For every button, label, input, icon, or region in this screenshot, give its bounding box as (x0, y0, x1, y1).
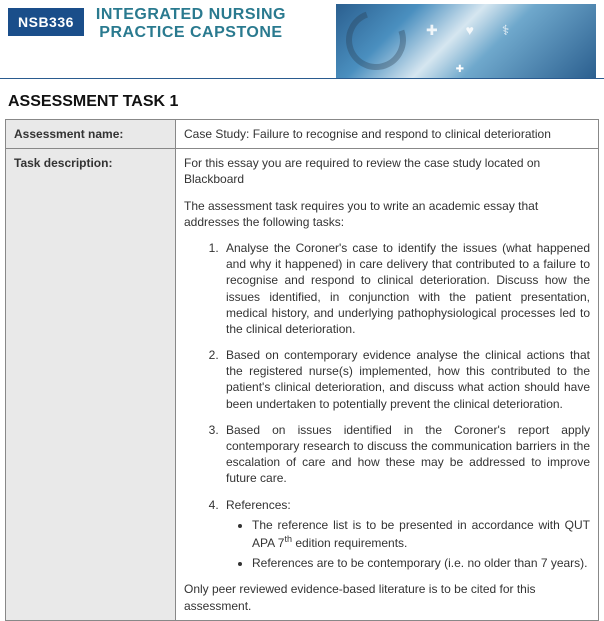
task-description-label: Task description: (6, 149, 176, 621)
task-item-2: Based on contemporary evidence analyse t… (222, 347, 590, 412)
reference-item-1: The reference list is to be presented in… (252, 517, 590, 551)
assessment-name-value: Case Study: Failure to recognise and res… (176, 120, 599, 149)
header-banner-image (336, 4, 596, 78)
course-title-line1: INTEGRATED NURSING (96, 6, 286, 23)
course-code-badge: NSB336 (8, 8, 84, 36)
desc-intro-1: For this essay you are required to revie… (184, 155, 590, 187)
ref1-sup: th (284, 534, 292, 544)
reference-list: The reference list is to be presented in… (252, 517, 590, 572)
stethoscope-icon (336, 4, 416, 78)
desc-intro-2: The assessment task requires you to writ… (184, 198, 590, 230)
table-row: Task description: For this essay you are… (6, 149, 599, 621)
course-title-line2: PRACTICE CAPSTONE (99, 24, 282, 41)
reference-item-2: References are to be contemporary (i.e. … (252, 555, 590, 571)
task4-label: References: (226, 498, 291, 512)
task-item-4: References: The reference list is to be … (222, 497, 590, 572)
ref1-part-b: edition requirements. (292, 536, 407, 550)
task-item-3: Based on issues identified in the Corone… (222, 422, 590, 487)
course-title: INTEGRATED NURSING PRACTICE CAPSTONE (96, 4, 286, 43)
assessment-table: Assessment name: Case Study: Failure to … (5, 119, 599, 621)
assessment-name-label: Assessment name: (6, 120, 176, 149)
task-description-value: For this essay you are required to revie… (176, 149, 599, 621)
table-row: Assessment name: Case Study: Failure to … (6, 120, 599, 149)
course-header: NSB336 INTEGRATED NURSING PRACTICE CAPST… (0, 0, 604, 79)
task-item-1: Analyse the Coroner's case to identify t… (222, 240, 590, 337)
task-list: Analyse the Coroner's case to identify t… (212, 240, 590, 571)
section-title: ASSESSMENT TASK 1 (0, 79, 604, 119)
closing-note: Only peer reviewed evidence-based litera… (184, 581, 590, 613)
